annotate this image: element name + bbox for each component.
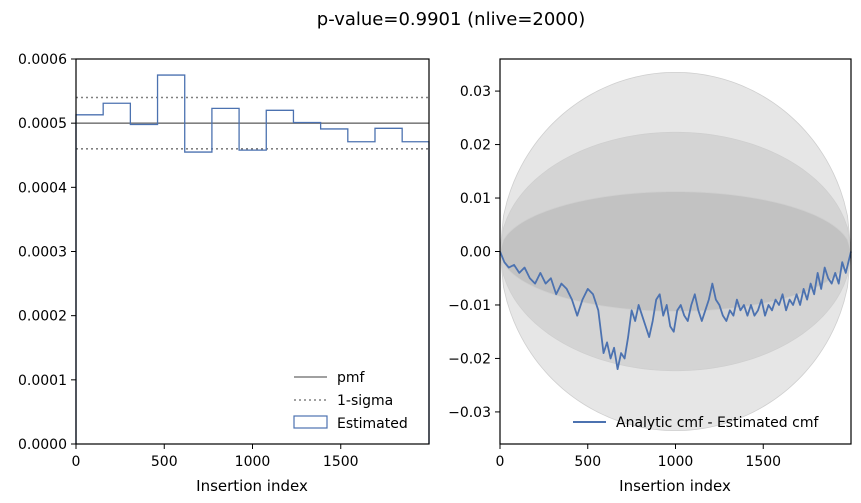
- estimated-histogram: [75, 74, 430, 444]
- right-y-tick-label: 0.01: [460, 191, 491, 207]
- left-y-tick-label: 0.0001: [18, 373, 67, 389]
- left-x-tick-label: 1500: [323, 454, 359, 470]
- left-y-tick-label: 0.0005: [18, 116, 67, 132]
- right-x-tick-label: 0: [496, 454, 505, 470]
- legend-pmf-label: pmf: [337, 370, 366, 386]
- figure-title: p-value=0.9901 (nlive=2000): [317, 9, 585, 30]
- right-x-tick-label: 500: [574, 454, 601, 470]
- sigma-band-1: [499, 191, 852, 312]
- left-x-tick-label: 1000: [235, 454, 271, 470]
- legend-sigma-label: 1-sigma: [337, 393, 393, 409]
- right-chart: 0 500 1000 1500 −0.03 −0.02 −0.01 0.00 0.01 0.02 0…: [448, 58, 852, 495]
- cmf-diff-line: [499, 251, 852, 371]
- left-y-tick-label: 0.0000: [18, 437, 67, 453]
- left-y-tick-label: 0.0006: [18, 52, 67, 68]
- right-legend: Analytic cmf - Estimated cmf: [573, 415, 819, 431]
- left-y-tick-label: 0.0002: [18, 309, 67, 325]
- left-y-tick-label: 0.0004: [18, 180, 67, 196]
- right-x-tick-label: 1500: [745, 454, 781, 470]
- left-x-axis-label: Insertion index: [196, 477, 308, 495]
- right-y-tick-label: −0.03: [448, 405, 491, 421]
- right-y-tick-label: −0.02: [448, 351, 491, 367]
- left-x-tick-label: 500: [151, 454, 178, 470]
- left-x-tick-label: 0: [72, 454, 81, 470]
- right-y-tick-label: 0.02: [460, 138, 491, 154]
- left-chart: 0 500 1000 1500 0.0000 0.0001 0.0002 0.0003 0.00…: [18, 52, 430, 495]
- left-plot-area: [76, 59, 429, 444]
- right-x-tick-label: 1000: [658, 454, 694, 470]
- left-y-tick-label: 0.0003: [18, 245, 67, 261]
- left-legend: pmf 1-sigma Estimated: [293, 370, 408, 432]
- legend-cmf-diff-label: Analytic cmf - Estimated cmf: [616, 415, 819, 431]
- right-x-axis-label: Insertion index: [619, 477, 731, 495]
- right-y-tick-label: −0.01: [448, 298, 491, 314]
- right-y-tick-label: 0.00: [460, 245, 491, 261]
- right-y-tick-label: 0.03: [460, 84, 491, 100]
- legend-estimated-label: Estimated: [337, 416, 408, 432]
- legend-estimated-swatch: [293, 415, 328, 429]
